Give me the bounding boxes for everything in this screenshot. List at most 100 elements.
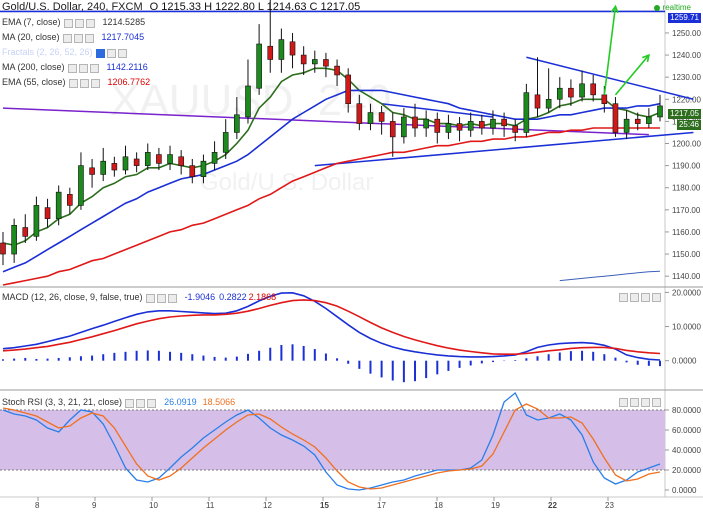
legend-buttons[interactable] [63, 18, 97, 28]
forecast-arrowhead [642, 53, 650, 63]
candle-down [89, 167, 95, 175]
candle-up [211, 152, 218, 164]
y-tick-label: 1160.00 [672, 228, 701, 237]
settings-icon [73, 33, 83, 43]
maximize-icon [641, 293, 650, 302]
legend-stoch-rsi[interactable]: Stoch RSI (3, 3, 21, 21, close) 26.0919 18… [2, 397, 236, 408]
candle-up [646, 116, 652, 124]
candle-down [111, 163, 118, 171]
legend-ma200[interactable]: MA (200, close) 1142.2116 [2, 62, 148, 73]
settings-icon [79, 78, 89, 88]
eye-icon [62, 33, 72, 43]
eye-icon [125, 398, 135, 408]
y-tick-label: 40.0000 [672, 446, 701, 455]
candle-up [311, 59, 318, 65]
candle-down [22, 227, 29, 237]
candle-down [133, 158, 140, 166]
candle-up [245, 85, 251, 118]
candle-down [334, 65, 340, 76]
x-tick-label: 23 [605, 501, 614, 510]
settings-icon [156, 293, 166, 303]
legend-buttons[interactable] [95, 48, 129, 58]
candle-up [423, 118, 429, 129]
x-tick-label: 11 [206, 501, 215, 510]
legend-ema55[interactable]: EMA (55, close) 1206.7762 [2, 77, 151, 88]
candle-down [601, 94, 608, 105]
stoch-rsi-line [2, 403, 661, 490]
candle-down [289, 41, 296, 56]
candle-up [278, 39, 285, 60]
settings-icon [74, 18, 84, 28]
close-icon [117, 48, 127, 58]
candle-up [144, 152, 151, 166]
forecast-arrowhead [610, 4, 619, 14]
candle-up [78, 165, 84, 206]
series-line [559, 270, 661, 282]
candle-down [267, 45, 274, 60]
candle-down [345, 74, 352, 105]
y-tick-label: 1230.00 [672, 73, 701, 82]
trend-line [381, 102, 494, 118]
move-down-icon [630, 398, 639, 407]
forecast-arrow [603, 6, 617, 95]
forecast-arrow [614, 54, 650, 96]
y-tick-label: 1220.00 [672, 95, 701, 104]
trend-line [314, 131, 694, 167]
y-tick-label: 10.0000 [672, 323, 701, 332]
candle-up [33, 205, 40, 237]
candle-down [67, 194, 73, 206]
move-down-icon [630, 293, 639, 302]
y-tick-label: 1170.00 [672, 206, 701, 215]
candle-down [0, 242, 6, 255]
x-tick-label: 15 [320, 501, 329, 510]
y-tick-label: 20.0000 [672, 288, 701, 297]
candle-up [545, 98, 552, 109]
candle-down [378, 112, 385, 122]
eye-icon [63, 18, 73, 28]
y-tick-label: 20.0000 [672, 466, 701, 475]
rsi-panel-buttons[interactable] [617, 398, 661, 407]
close-icon [167, 293, 177, 303]
legend-buttons[interactable] [67, 63, 101, 73]
candle-down [512, 125, 519, 133]
legend-buttons[interactable] [68, 78, 102, 88]
candle-up [657, 105, 663, 118]
legend-ema7[interactable]: EMA (7, close) 1214.5285 [2, 17, 146, 28]
candle-up [256, 43, 262, 89]
candle-up [579, 83, 585, 98]
candle-up [100, 160, 107, 175]
y-tick-label: 0.0000 [672, 486, 697, 495]
legend-macd[interactable]: MACD (12, 26, close, 9, false, true) -1.9… [2, 292, 277, 303]
x-tick-label: 10 [149, 501, 158, 510]
macd-panel-buttons[interactable] [617, 293, 661, 302]
move-up-icon [619, 398, 628, 407]
candle-up [167, 154, 173, 164]
x-tick-label: 22 [548, 501, 557, 510]
eye-icon [68, 78, 78, 88]
legend-ma20[interactable]: MA (20, close) 1217.7045 [2, 32, 145, 43]
candle-up [367, 112, 374, 124]
candle-up [467, 121, 474, 131]
legend-buttons[interactable] [145, 293, 179, 303]
candle-up [623, 118, 630, 133]
candle-up [401, 116, 407, 138]
realtime-dot-icon [653, 4, 660, 11]
y-tick-label: 0.0000 [672, 357, 697, 366]
candle-down [534, 94, 541, 109]
candle-up [556, 87, 563, 100]
settings-icon [78, 63, 88, 73]
x-tick-label: 18 [434, 501, 443, 510]
watermark-name: Gold/U.S. Dollar [200, 169, 373, 196]
candle-down [44, 207, 51, 219]
legend-buttons[interactable] [62, 33, 96, 43]
legend-buttons[interactable] [125, 398, 158, 408]
macd-line [2, 299, 661, 356]
close-icon [85, 18, 95, 28]
y-tick-label: 1250.00 [672, 29, 701, 38]
candle-down [156, 154, 162, 164]
realtime-indicator: realtime [653, 3, 691, 12]
legend-fractals[interactable]: Fractals (2, 26, 52, 26) [2, 47, 129, 58]
candle-up [523, 92, 530, 133]
symbol-title[interactable]: Gold/U.S. Dollar, 240, FXCM [2, 1, 143, 13]
